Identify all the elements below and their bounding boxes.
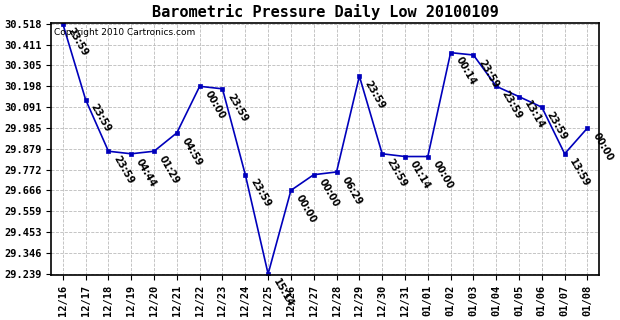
Text: 04:44: 04:44 [134, 156, 158, 188]
Text: Copyright 2010 Cartronics.com: Copyright 2010 Cartronics.com [54, 28, 195, 37]
Text: 23:59: 23:59 [385, 156, 409, 188]
Text: 15:14: 15:14 [271, 277, 295, 308]
Text: 00:00: 00:00 [430, 159, 454, 191]
Text: 04:59: 04:59 [180, 136, 204, 167]
Text: 23:59: 23:59 [225, 92, 249, 124]
Text: 01:29: 01:29 [157, 154, 181, 186]
Title: Barometric Pressure Daily Low 20100109: Barometric Pressure Daily Low 20100109 [152, 4, 498, 20]
Text: 23:59: 23:59 [476, 58, 500, 90]
Text: 00:14: 00:14 [453, 55, 477, 87]
Text: 23:59: 23:59 [111, 154, 135, 186]
Text: 13:59: 13:59 [567, 156, 591, 188]
Text: 13:14: 13:14 [522, 100, 546, 131]
Text: 23:59: 23:59 [499, 89, 523, 121]
Text: 00:00: 00:00 [317, 178, 340, 209]
Text: 23:59: 23:59 [362, 79, 386, 111]
Text: 00:00: 00:00 [294, 193, 318, 225]
Text: 23:59: 23:59 [248, 178, 272, 209]
Text: 06:29: 06:29 [339, 175, 363, 207]
Text: 00:00: 00:00 [203, 89, 227, 121]
Text: 00:00: 00:00 [590, 131, 614, 163]
Text: 01:14: 01:14 [408, 159, 432, 191]
Text: 23:59: 23:59 [544, 110, 569, 142]
Text: 23:59: 23:59 [66, 27, 90, 58]
Text: 23:59: 23:59 [89, 102, 113, 134]
